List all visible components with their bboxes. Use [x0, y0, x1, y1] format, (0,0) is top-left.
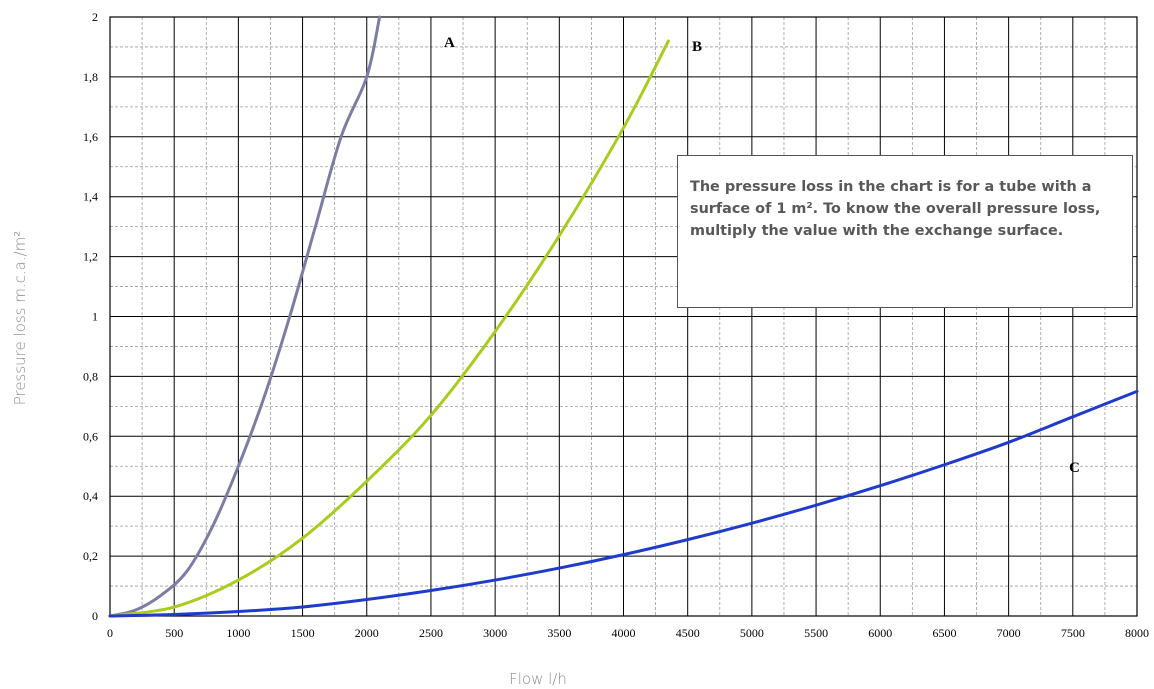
- y-tick-label: 1: [92, 310, 98, 324]
- y-tick-label: 0: [92, 609, 98, 623]
- x-tick-label: 4000: [612, 626, 636, 640]
- y-tick-label: 0,8: [83, 369, 98, 383]
- series-line-a: [108, 15, 382, 618]
- note-box: The pressure loss in the chart is for a …: [677, 155, 1133, 308]
- x-tick-label: 2000: [355, 626, 379, 640]
- curve-label-b: B: [692, 39, 702, 55]
- x-tick-label: 500: [165, 626, 183, 640]
- x-tick-label: 2500: [419, 626, 443, 640]
- y-tick-label: 0,2: [83, 549, 98, 563]
- curve-label-c: C: [1069, 460, 1080, 476]
- x-tick-label: 6500: [932, 626, 956, 640]
- y-axis-title: Pressure loss m.c.a./m²: [11, 231, 29, 406]
- y-tick-labels: 0 0,2 0,4 0,6 0,8 1 1,2 1,4 1,6 1,8 2: [83, 10, 98, 623]
- y-tick-label: 0,6: [83, 429, 98, 443]
- y-tick-label: 1,8: [83, 70, 98, 84]
- series-layer: [108, 15, 1139, 618]
- curve-label-a: A: [444, 35, 455, 51]
- x-tick-label: 3500: [547, 626, 571, 640]
- note-text: The pressure loss in the chart is for a …: [690, 179, 1101, 239]
- major-grid: [110, 17, 1137, 616]
- x-tick-label: 4500: [676, 626, 700, 640]
- y-tick-label: 1,2: [83, 250, 98, 264]
- x-tick-label: 3000: [483, 626, 507, 640]
- x-tick-label: 7000: [997, 626, 1021, 640]
- x-axis-title: Flow l/h: [509, 670, 567, 688]
- series-line-c: [108, 389, 1139, 618]
- x-tick-label: 5500: [804, 626, 828, 640]
- curve-labels: A B C: [444, 35, 1080, 476]
- x-tick-label: 5000: [740, 626, 764, 640]
- x-tick-label: 8000: [1125, 626, 1149, 640]
- x-tick-label: 0: [107, 626, 113, 640]
- x-tick-label: 1500: [291, 626, 315, 640]
- y-tick-label: 2: [92, 10, 98, 24]
- series-line-b: [108, 39, 670, 618]
- y-tick-label: 0,4: [83, 489, 98, 503]
- x-tick-label: 1000: [226, 626, 250, 640]
- y-tick-label: 1,4: [83, 190, 98, 204]
- x-tick-label: 6000: [868, 626, 892, 640]
- x-tick-labels: 0 500 1000 1500 2000 2500 3000 3500 4000 4500 5000…: [107, 626, 1149, 640]
- y-tick-label: 1,6: [83, 130, 98, 144]
- x-tick-label: 7500: [1061, 626, 1085, 640]
- plot-frame: [109, 16, 1138, 617]
